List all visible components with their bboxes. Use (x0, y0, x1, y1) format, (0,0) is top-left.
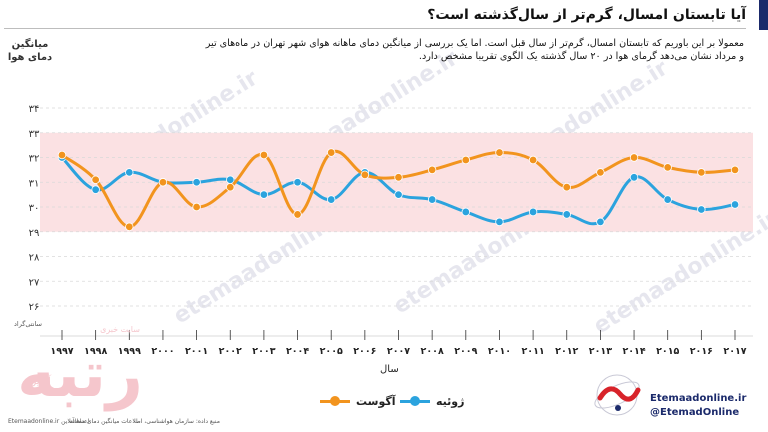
y-tick-label: ۲۷ (29, 277, 40, 288)
data-point (158, 178, 168, 187)
source-note: منبع داده: سازمان هواشناسی، اطلاعات میان… (70, 418, 220, 425)
data-point (125, 222, 134, 231)
y-axis-label: میانگین دمای هوا (7, 39, 53, 63)
x-tick-label: ۱۹۹۹ (118, 346, 141, 357)
y-tick-label: ۳۰ (29, 203, 40, 214)
data-point (259, 150, 269, 160)
data-point (596, 217, 605, 227)
logo-sub: آنلاین (29, 374, 52, 387)
data-point (259, 190, 269, 199)
y-tick-label: ۳۱ (29, 178, 40, 189)
x-tick-label: ۲۰۰۴ (286, 346, 309, 357)
y-tick-label: ۲۸ (29, 253, 40, 264)
data-point (192, 178, 201, 187)
brand-website: Etemaadonline.ir (650, 393, 747, 404)
site-credit: Etemaadonline.ir اعتمادآنلاین (8, 418, 90, 425)
series-line (60, 149, 737, 229)
x-tick-label: ۲۰۰۳ (252, 346, 275, 357)
x-tick-label: ۲۰۱۲ (555, 346, 578, 357)
data-point (730, 200, 740, 209)
x-tick-label: ۲۰۰۱ (185, 346, 208, 357)
data-point (697, 168, 706, 177)
y-tick-label: ۳۲ (29, 154, 40, 165)
legend-swatch (400, 396, 430, 406)
data-point (495, 217, 504, 227)
data-point (327, 148, 336, 157)
x-tick-label: ۲۰۱۴ (622, 346, 645, 357)
x-tick-label: ۲۰۰۵ (320, 346, 343, 357)
x-tick-label: ۲۰۰۶ (353, 346, 376, 357)
x-tick-label: ۲۰۱۱ (521, 346, 544, 357)
data-point (461, 207, 470, 217)
x-tick-label: ۱۹۹۸ (84, 346, 107, 357)
y-tick-label: ۲۹ (29, 228, 40, 239)
data-point (226, 182, 235, 192)
data-point (528, 207, 538, 217)
logo-text: رتبه (17, 338, 143, 412)
data-point (293, 178, 302, 187)
legend-label: آگوست (356, 395, 396, 408)
data-point (663, 195, 672, 204)
data-point (57, 150, 67, 160)
data-point (192, 202, 201, 212)
data-point (461, 155, 470, 165)
data-point (730, 165, 740, 175)
data-point (562, 210, 571, 219)
data-point (91, 185, 100, 194)
data-point (91, 175, 100, 184)
brand-handle: @EtemadOnline (650, 407, 740, 418)
unit-label: سانتی‌گراد (14, 320, 42, 328)
data-point (495, 148, 504, 157)
data-point (629, 153, 639, 162)
legend-item-july: ژوئیه (400, 395, 464, 408)
data-point (360, 170, 370, 180)
data-point (226, 175, 235, 184)
x-tick-label: ۲۰۱۵ (656, 346, 679, 357)
data-point (596, 168, 605, 177)
title-divider (4, 28, 746, 29)
rotbeh-logo: رتبه آنلاین سایت خبری (17, 325, 143, 412)
data-point (629, 173, 639, 182)
data-point (125, 168, 134, 177)
data-point (562, 182, 571, 192)
data-point (528, 155, 538, 165)
x-axis-label: سال (380, 364, 399, 375)
page-title: آیا تابستان امسال، گرم‌تر از سال‌گذشته ا… (427, 7, 746, 23)
legend-item-august: آگوست (320, 395, 396, 408)
data-point (427, 165, 437, 175)
legend-swatch (320, 396, 350, 406)
x-tick-label: ۲۰۰۷ (387, 346, 410, 357)
data-point (327, 195, 336, 204)
y-tick-label: ۳۴ (29, 104, 40, 115)
data-point (394, 173, 403, 182)
x-tick-label: ۲۰۰۰ (151, 346, 174, 357)
legend-label: ژوئیه (436, 395, 465, 408)
x-tick-label: ۲۰۰۹ (454, 346, 477, 357)
y-tick-label: ۲۶ (29, 302, 40, 313)
x-tick-label: ۱۹۹۷ (50, 346, 73, 357)
data-point (697, 205, 706, 214)
data-point (394, 190, 403, 199)
x-tick-label: ۲۰۱۷ (723, 346, 746, 357)
x-tick-label: ۲۰۱۳ (589, 346, 612, 357)
x-tick-label: ۲۰۰۸ (421, 346, 444, 357)
x-tick-label: ۲۰۱۶ (690, 346, 713, 357)
x-tick-label: ۲۰۱۰ (488, 346, 511, 357)
etemad-logo (594, 374, 641, 416)
data-point (293, 210, 302, 219)
logo-sub2: سایت خبری (100, 325, 140, 334)
corner-accent (759, 0, 768, 30)
description: معمولا بر این باوریم که تابستان امسال، گ… (205, 38, 744, 62)
data-point (663, 163, 672, 172)
y-tick-label: ۳۳ (29, 129, 40, 140)
data-point (427, 195, 437, 204)
x-tick-label: ۲۰۰۲ (219, 346, 242, 357)
